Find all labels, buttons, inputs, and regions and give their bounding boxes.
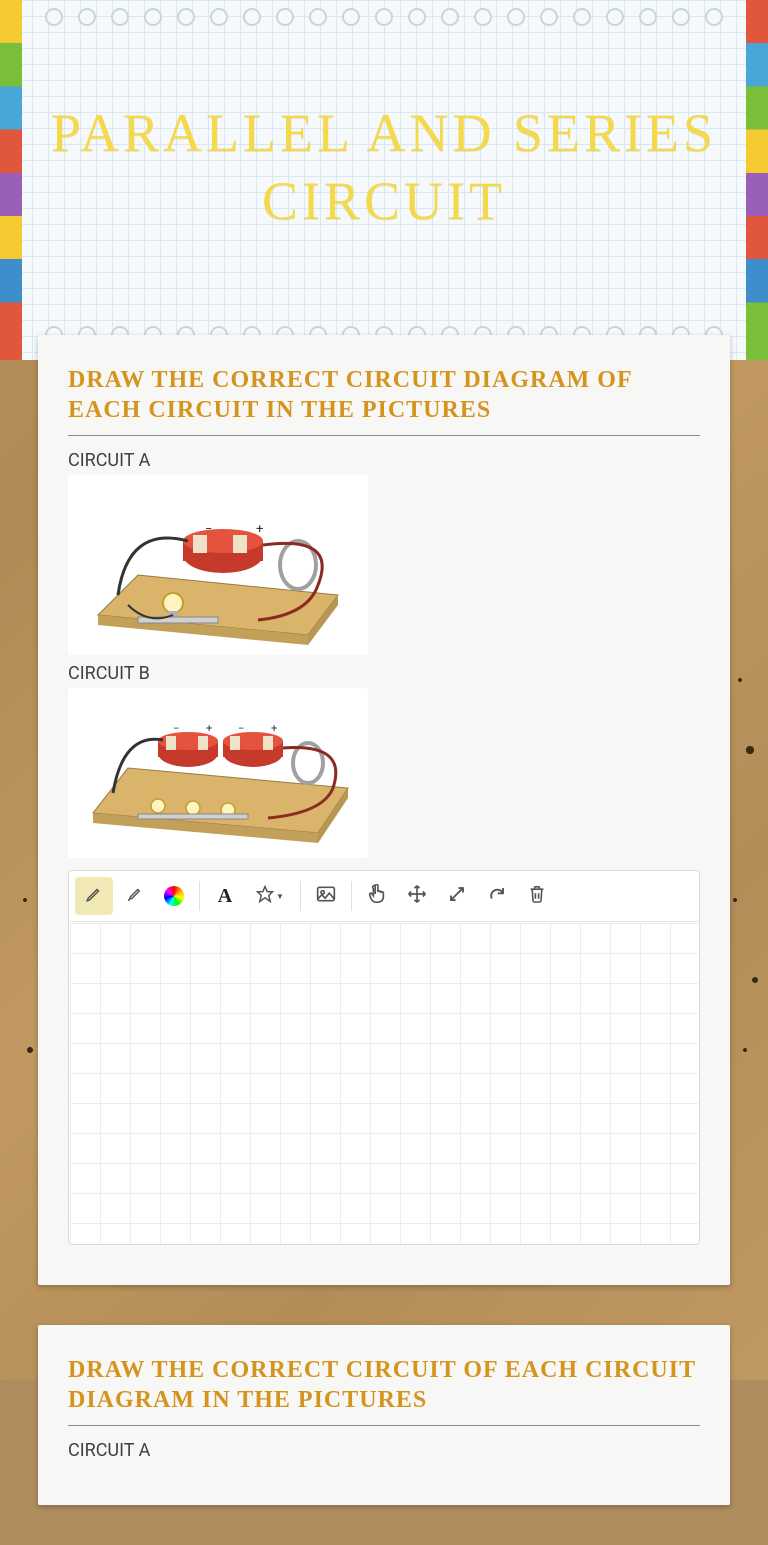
svg-text:−: − [238,722,244,735]
circuit-b-image: − + − + [68,688,368,858]
image-icon [316,885,336,907]
page-title: PARALLEL AND SERIES CIRCUIT [0,100,768,235]
image-tool-button[interactable] [307,877,345,915]
pencil-tool-button[interactable] [75,877,113,915]
trash-icon [529,885,545,907]
svg-text:+: + [256,522,263,537]
binder-rings-top [0,8,768,26]
brush-tool-button[interactable] [115,877,153,915]
drawing-widget: A ▼ [68,870,700,1245]
shapes-tool-button[interactable]: ▼ [246,877,294,915]
toolbar-separator [199,881,200,911]
caret-down-icon: ▼ [276,892,284,901]
text-tool-button[interactable]: A [206,877,244,915]
color-picker-button[interactable] [155,877,193,915]
move-icon [407,884,427,908]
svg-text:−: − [205,522,212,537]
color-wheel-icon [164,886,184,906]
redo-tool-button[interactable] [478,877,516,915]
hand-pointer-icon [368,884,386,908]
section-heading: DRAW THE CORRECT CIRCUIT DIAGRAM OF EACH… [68,365,700,436]
section-heading: DRAW THE CORRECT CIRCUIT OF EACH CIRCUIT… [68,1355,700,1426]
move-tool-button[interactable] [398,877,436,915]
notebook-header: PARALLEL AND SERIES CIRCUIT [0,0,768,360]
circuit-a-label: CIRCUIT A [68,450,700,471]
svg-text:+: + [271,722,277,735]
text-icon: A [218,885,232,908]
circuit-b-label: CIRCUIT B [68,663,700,684]
pointer-tool-button[interactable] [358,877,396,915]
drawing-canvas[interactable] [70,923,698,1243]
circuit-a-image: − + [68,475,368,655]
circuit-a-label-2: CIRCUIT A [68,1440,700,1461]
drawing-toolbar: A ▼ [69,871,699,922]
pencil-icon [85,885,103,907]
svg-text:+: + [206,722,212,735]
worksheet-card-1: DRAW THE CORRECT CIRCUIT DIAGRAM OF EACH… [38,335,730,1285]
redo-icon [488,885,506,907]
star-icon [256,885,274,907]
brush-icon [125,885,143,907]
delete-tool-button[interactable] [518,877,556,915]
toolbar-separator [351,881,352,911]
fullscreen-tool-button[interactable] [438,877,476,915]
toolbar-separator [300,881,301,911]
svg-text:−: − [173,722,179,735]
worksheet-card-2: DRAW THE CORRECT CIRCUIT OF EACH CIRCUIT… [38,1325,730,1505]
expand-icon [448,885,466,907]
